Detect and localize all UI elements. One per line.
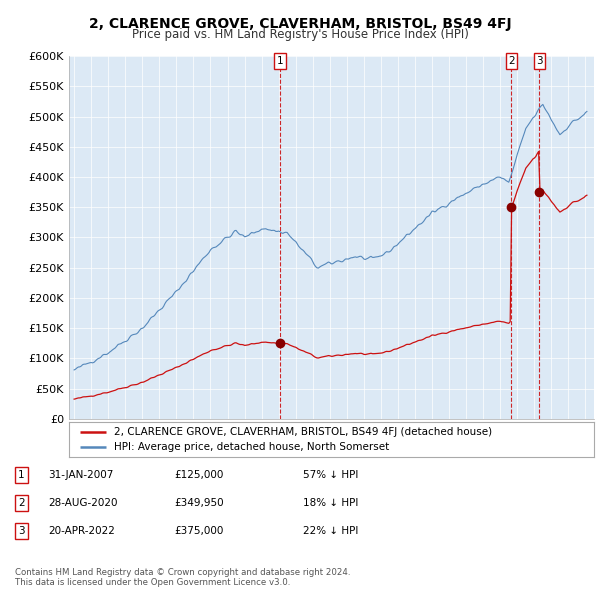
Text: 22% ↓ HPI: 22% ↓ HPI (303, 526, 358, 536)
Text: 3: 3 (18, 526, 25, 536)
Text: £349,950: £349,950 (174, 498, 224, 507)
Text: 31-JAN-2007: 31-JAN-2007 (48, 470, 113, 480)
Text: Contains HM Land Registry data © Crown copyright and database right 2024.
This d: Contains HM Land Registry data © Crown c… (15, 568, 350, 587)
Text: Price paid vs. HM Land Registry's House Price Index (HPI): Price paid vs. HM Land Registry's House … (131, 28, 469, 41)
Text: 2, CLARENCE GROVE, CLAVERHAM, BRISTOL, BS49 4FJ: 2, CLARENCE GROVE, CLAVERHAM, BRISTOL, B… (89, 17, 511, 31)
Text: 2: 2 (508, 56, 515, 66)
Text: 1: 1 (277, 56, 283, 66)
Text: £125,000: £125,000 (174, 470, 223, 480)
Text: £375,000: £375,000 (174, 526, 223, 536)
Text: 20-APR-2022: 20-APR-2022 (48, 526, 115, 536)
Text: 28-AUG-2020: 28-AUG-2020 (48, 498, 118, 507)
Text: 3: 3 (536, 56, 543, 66)
Text: 18% ↓ HPI: 18% ↓ HPI (303, 498, 358, 507)
Text: 1: 1 (18, 470, 25, 480)
Text: 2, CLARENCE GROVE, CLAVERHAM, BRISTOL, BS49 4FJ (detached house): 2, CLARENCE GROVE, CLAVERHAM, BRISTOL, B… (113, 427, 492, 437)
Text: 2: 2 (18, 498, 25, 507)
Text: 57% ↓ HPI: 57% ↓ HPI (303, 470, 358, 480)
Text: HPI: Average price, detached house, North Somerset: HPI: Average price, detached house, Nort… (113, 442, 389, 453)
